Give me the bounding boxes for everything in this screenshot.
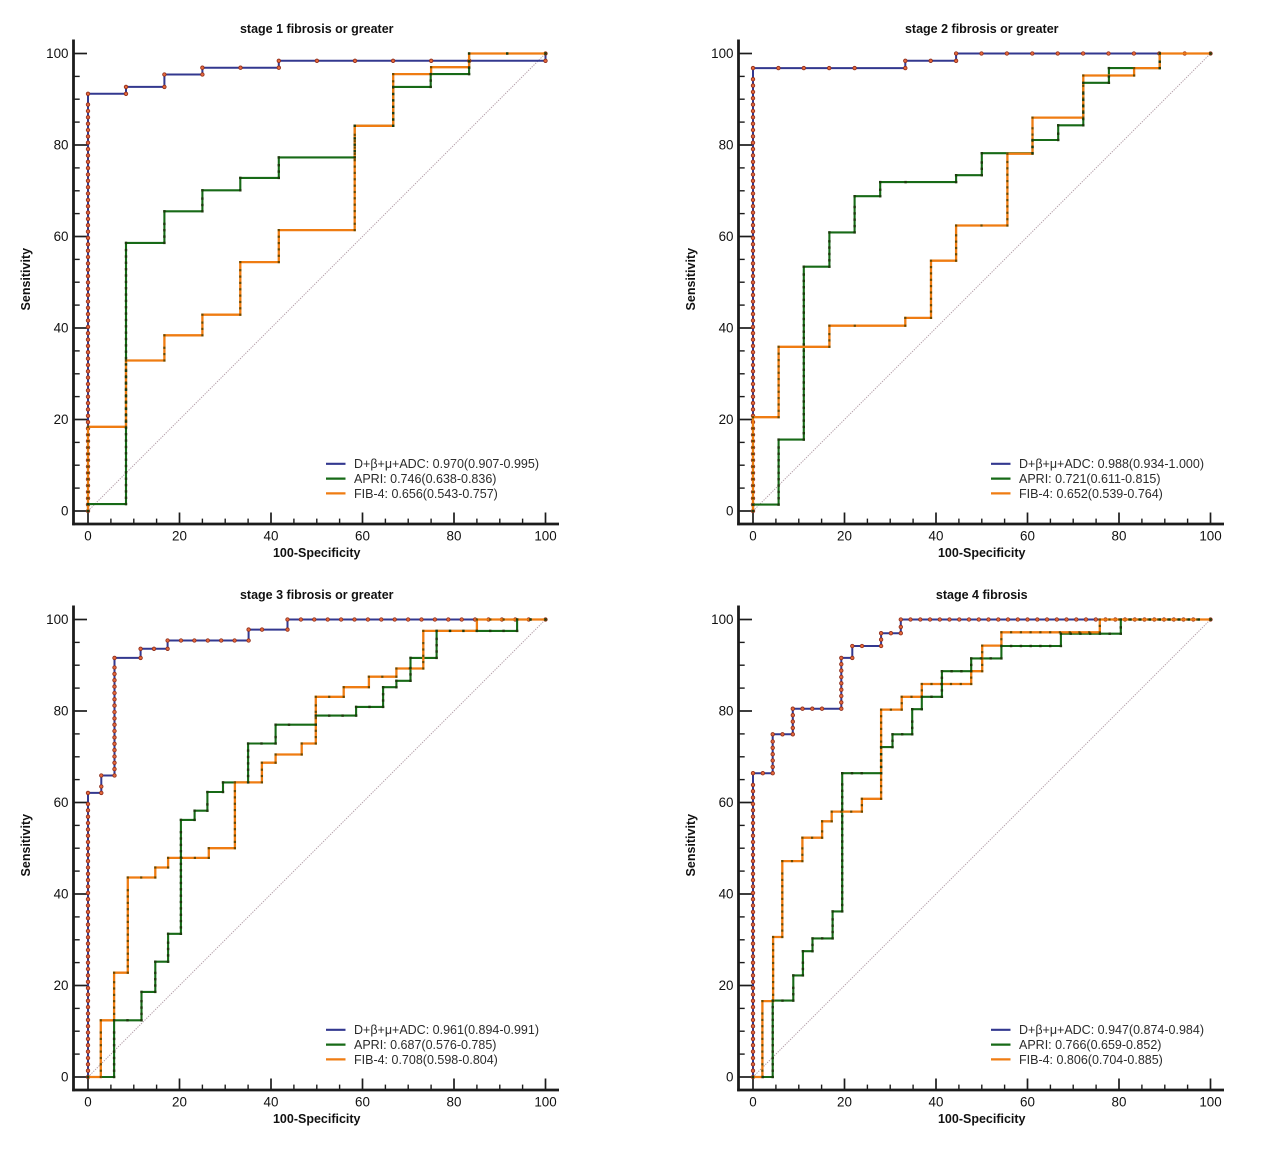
svg-text:20: 20 [54,412,69,427]
svg-text:60: 60 [719,795,734,810]
svg-text:60: 60 [719,229,734,244]
svg-text:80: 80 [1112,1095,1127,1110]
svg-text:100: 100 [46,46,68,61]
svg-text:60: 60 [54,229,69,244]
svg-text:0: 0 [726,504,733,519]
svg-text:40: 40 [719,321,734,336]
svg-text:80: 80 [1112,529,1127,544]
svg-text:stage 1 fibrosis or greater: stage 1 fibrosis or greater [240,22,394,36]
svg-text:40: 40 [719,887,734,902]
svg-text:20: 20 [172,529,187,544]
svg-text:100: 100 [711,46,733,61]
svg-text:40: 40 [929,529,944,544]
svg-text:40: 40 [929,1095,944,1110]
svg-text:D+β+μ+ADC: 0.970(0.907-0.995): D+β+μ+ADC: 0.970(0.907-0.995) [354,457,539,471]
svg-text:60: 60 [355,1095,370,1110]
svg-text:100-Specificity: 100-Specificity [938,1112,1026,1126]
svg-text:0: 0 [749,529,756,544]
svg-text:Sensitivity: Sensitivity [19,814,33,877]
svg-text:FIB-4: 0.708(0.598-0.804): FIB-4: 0.708(0.598-0.804) [354,1053,498,1067]
svg-text:40: 40 [54,321,69,336]
svg-text:FIB-4: 0.656(0.543-0.757): FIB-4: 0.656(0.543-0.757) [354,487,498,501]
svg-text:Sensitivity: Sensitivity [684,248,698,311]
svg-text:80: 80 [54,704,69,719]
svg-text:20: 20 [54,978,69,993]
svg-text:Sensitivity: Sensitivity [19,248,33,311]
svg-text:80: 80 [54,138,69,153]
svg-text:100-Specificity: 100-Specificity [273,1112,361,1126]
svg-text:100-Specificity: 100-Specificity [938,546,1026,560]
svg-text:20: 20 [719,412,734,427]
svg-text:60: 60 [1020,1095,1035,1110]
svg-text:D+β+μ+ADC: 0.988(0.934-1.000): D+β+μ+ADC: 0.988(0.934-1.000) [1019,457,1204,471]
svg-text:60: 60 [1020,529,1035,544]
svg-text:80: 80 [447,1095,462,1110]
svg-text:0: 0 [84,529,91,544]
svg-text:APRI: 0.766(0.659-0.852): APRI: 0.766(0.659-0.852) [1019,1038,1161,1052]
svg-text:0: 0 [749,1095,756,1110]
svg-text:80: 80 [447,529,462,544]
svg-text:100: 100 [534,529,556,544]
svg-text:0: 0 [84,1095,91,1110]
svg-text:APRI: 0.721(0.611-0.815): APRI: 0.721(0.611-0.815) [1019,472,1161,486]
svg-text:100-Specificity: 100-Specificity [273,546,361,560]
svg-text:100: 100 [1199,529,1221,544]
svg-text:100: 100 [1199,1095,1221,1110]
svg-text:80: 80 [719,138,734,153]
svg-text:80: 80 [719,704,734,719]
svg-text:100: 100 [534,1095,556,1110]
svg-text:40: 40 [54,887,69,902]
svg-text:0: 0 [61,1070,68,1085]
svg-text:20: 20 [837,1095,852,1110]
svg-text:60: 60 [355,529,370,544]
svg-text:0: 0 [726,1070,733,1085]
svg-text:60: 60 [54,795,69,810]
svg-text:100: 100 [46,612,68,627]
svg-text:stage 2 fibrosis or greater: stage 2 fibrosis or greater [905,22,1059,36]
svg-text:40: 40 [264,529,279,544]
svg-text:APRI: 0.687(0.576-0.785): APRI: 0.687(0.576-0.785) [354,1038,496,1052]
svg-text:FIB-4: 0.806(0.704-0.885): FIB-4: 0.806(0.704-0.885) [1019,1053,1163,1067]
svg-text:20: 20 [172,1095,187,1110]
svg-text:0: 0 [61,504,68,519]
svg-text:Sensitivity: Sensitivity [684,814,698,877]
svg-text:APRI: 0.746(0.638-0.836): APRI: 0.746(0.638-0.836) [354,472,496,486]
svg-text:stage 4 fibrosis: stage 4 fibrosis [936,588,1028,602]
svg-text:20: 20 [837,529,852,544]
svg-text:D+β+μ+ADC: 0.961(0.894-0.991): D+β+μ+ADC: 0.961(0.894-0.991) [354,1023,539,1037]
svg-text:FIB-4: 0.652(0.539-0.764): FIB-4: 0.652(0.539-0.764) [1019,487,1163,501]
svg-text:20: 20 [719,978,734,993]
svg-text:100: 100 [711,612,733,627]
svg-text:D+β+μ+ADC: 0.947(0.874-0.984): D+β+μ+ADC: 0.947(0.874-0.984) [1019,1023,1204,1037]
svg-text:40: 40 [264,1095,279,1110]
svg-text:stage 3 fibrosis or greater: stage 3 fibrosis or greater [240,588,394,602]
